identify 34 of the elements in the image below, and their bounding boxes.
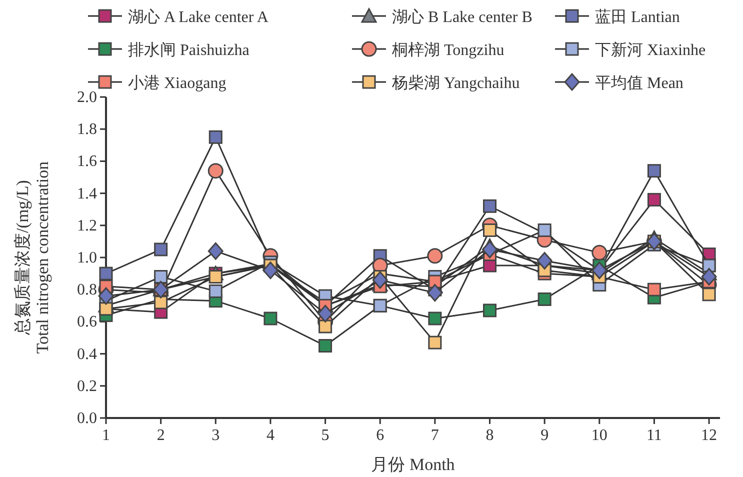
x-tick-label: 7 <box>430 427 439 444</box>
y-tick-label: 1.2 <box>77 217 97 234</box>
legend-label: 平均值 Mean <box>595 75 684 92</box>
y-tick-label: 2.0 <box>77 89 97 106</box>
x-tick-label: 8 <box>486 427 494 444</box>
y-tick-label: 1.0 <box>77 250 97 266</box>
y-tick-label: 0.4 <box>77 346 97 363</box>
y-tick-label: 1.4 <box>77 185 97 202</box>
y-tick-label: 1.6 <box>77 153 97 170</box>
y-axis-title: 总氮质量浓度/(mg/L) Total nitrogen concentration <box>13 160 52 354</box>
x-tick-label: 9 <box>540 427 549 444</box>
y-tick-label: 0.0 <box>77 410 97 427</box>
y-tick-label: 0.2 <box>77 378 97 395</box>
legend-label: 杨柴湖 Yangchaihu <box>391 74 520 92</box>
x-axis-title: 月份 Month <box>371 455 456 474</box>
x-tick-label: 6 <box>376 427 384 444</box>
legend-label: 下新河 Xiaxinhe <box>595 41 706 59</box>
legend-label: 湖心 B Lake center B <box>392 8 532 26</box>
legend-label: 桐梓湖 Tongzihu <box>391 41 504 59</box>
x-tick-label: 5 <box>321 427 330 444</box>
y-tick-label: 1.8 <box>77 121 97 138</box>
y-tick-label: 0.6 <box>77 314 97 331</box>
legend-label: 小港 Xiaogang <box>128 74 226 92</box>
x-tick-label: 1 <box>102 427 110 444</box>
legend-label: 蓝田 Lantian <box>595 8 680 26</box>
x-tick-label: 12 <box>701 427 718 444</box>
x-tick-label: 11 <box>646 427 662 444</box>
y-tick-label: 0.8 <box>77 282 97 299</box>
legend-label: 排水闸 Paishuizha <box>128 41 250 59</box>
legend-label: 湖心 A Lake center A <box>128 8 269 26</box>
x-tick-label: 3 <box>212 427 220 444</box>
x-tick-label: 10 <box>591 427 608 444</box>
x-tick-label: 4 <box>266 427 274 444</box>
x-tick-label: 2 <box>156 427 165 444</box>
